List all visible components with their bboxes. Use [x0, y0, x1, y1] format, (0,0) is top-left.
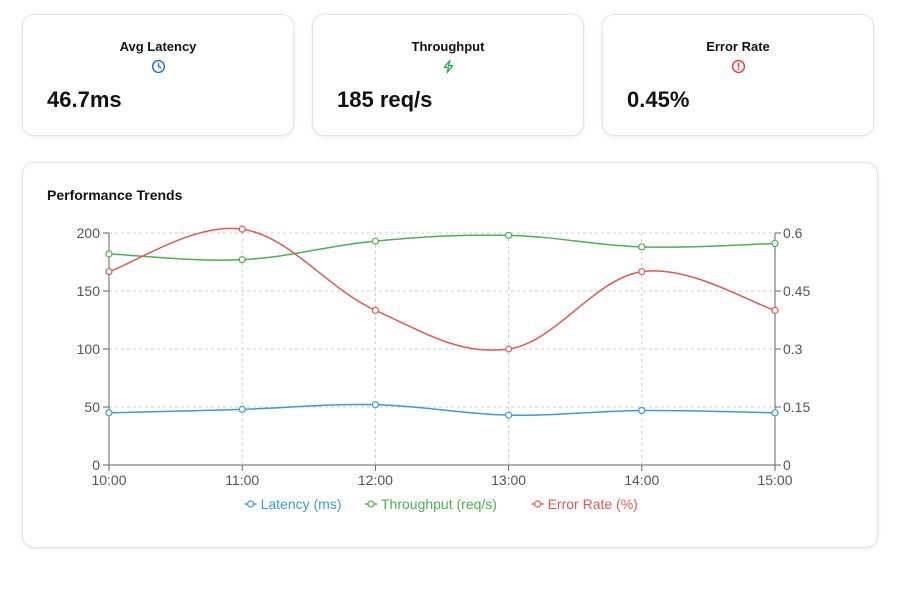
legend-label: Error Rate (%): [548, 496, 638, 512]
data-point-latency-ms: [238, 405, 246, 413]
data-point-throughput-req-s: [505, 231, 513, 239]
y-right-tick-label: 0: [783, 457, 791, 473]
data-point-throughput-req-s: [238, 256, 246, 264]
data-point-latency-ms: [371, 401, 379, 409]
legend-label: Throughput (req/s): [381, 496, 497, 512]
legend-marker-point: [247, 500, 255, 508]
data-point-error-rate: [238, 225, 246, 233]
data-point-error-rate: [638, 268, 646, 276]
card-title: Throughput: [411, 39, 485, 54]
x-tick-label: 10:00: [91, 472, 126, 488]
y-right-tick-label: 0.6: [783, 225, 803, 241]
x-tick-label: 12:00: [358, 472, 393, 488]
performance-trends-chart: 0 50 100 150 200 0 0.15 0.3 0.45 0.6 10:00 11:00 12:…: [77, 225, 811, 512]
alert-circle-icon: [603, 59, 873, 75]
avg-latency-card: Avg Latency 46.7ms: [22, 14, 294, 136]
lightning-icon: [313, 59, 583, 75]
error-rate-card: Error Rate 0.45%: [602, 14, 874, 136]
card-value: 0.45%: [627, 87, 690, 112]
x-tick-label: 15:00: [757, 472, 792, 488]
metric-cards: Avg Latency 46.7ms Throughput 185 req/s …: [22, 14, 878, 138]
card-value: 185 req/s: [337, 87, 433, 112]
x-tick-label: 14:00: [624, 472, 659, 488]
card-title: Avg Latency: [119, 39, 197, 54]
x-tick-label: 11:00: [225, 472, 259, 488]
y-left-tick-label: 200: [77, 225, 101, 241]
data-point-latency-ms: [638, 406, 646, 415]
data-point-latency-ms: [105, 409, 113, 417]
data-point-latency-ms: [771, 409, 779, 417]
clock-icon: [23, 59, 293, 75]
data-point-error-rate: [105, 268, 113, 276]
series-line-latency-ms: [108, 403, 776, 417]
data-point-throughput-req-s: [771, 239, 779, 248]
legend-label: Latency (ms): [261, 496, 342, 512]
card-title: Error Rate: [706, 39, 770, 54]
card-value: 46.7ms: [47, 87, 122, 112]
y-left-tick-label: 100: [77, 341, 101, 357]
legend-marker-point: [533, 500, 542, 508]
data-point-throughput-req-s: [638, 243, 646, 251]
y-right-tick-label: 0.45: [783, 283, 810, 299]
data-point-latency-ms: [505, 411, 513, 419]
data-point-error-rate: [771, 306, 779, 314]
data-point-error-rate: [371, 306, 379, 314]
y-left-tick-label: 0: [92, 457, 100, 473]
x-tick-label: 13:00: [491, 472, 526, 488]
data-point-throughput-req-s: [105, 250, 113, 258]
data-point-throughput-req-s: [371, 237, 379, 245]
throughput-card: Throughput 185 req/s: [312, 14, 584, 136]
y-left-tick-label: 50: [84, 399, 100, 415]
performance-trends-panel: Performance Trends 0 50 100 150 200 0 0.15 0.3 0…: [22, 162, 878, 548]
series-line-throughput-req-s: [108, 234, 776, 261]
y-right-tick-label: 0.3: [783, 341, 803, 357]
y-left-tick-label: 150: [77, 283, 101, 299]
series-line-error-rate: [108, 227, 776, 351]
y-right-tick-label: 0.15: [783, 399, 810, 415]
panel-title: Performance Trends: [47, 187, 183, 203]
legend-marker-point: [367, 500, 375, 508]
data-point-error-rate: [505, 345, 513, 353]
